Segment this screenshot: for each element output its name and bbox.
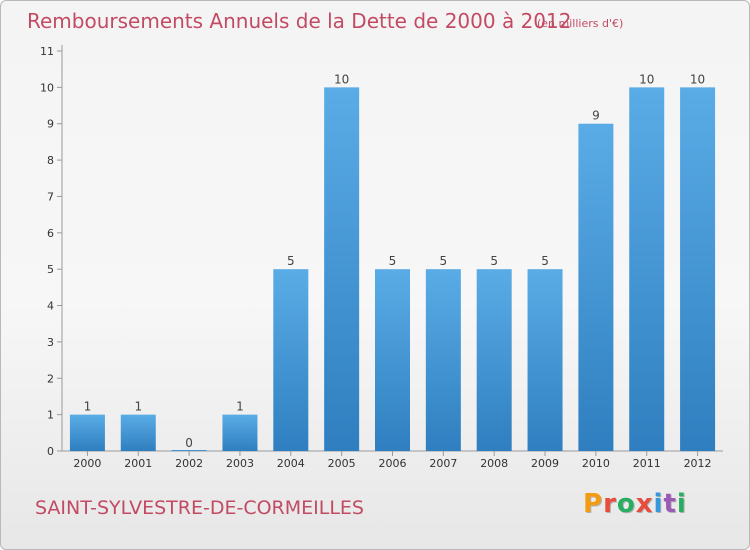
bar xyxy=(578,123,614,452)
y-tick-label: 10 xyxy=(40,81,54,94)
y-tick-label: 7 xyxy=(47,190,54,203)
x-tick-label: 2002 xyxy=(175,457,203,470)
logo-letter: x xyxy=(635,489,654,519)
bar xyxy=(120,414,156,451)
commune-name: SAINT-SYLVESTRE-DE-CORMEILLES xyxy=(35,497,364,519)
data-label: 1 xyxy=(134,400,142,414)
bar xyxy=(425,269,461,451)
data-label: 1 xyxy=(236,400,244,414)
data-label: 0 xyxy=(185,436,193,450)
y-tick-label: 0 xyxy=(47,445,54,458)
data-label: 5 xyxy=(389,254,397,268)
bar xyxy=(527,269,563,451)
x-tick-label: 2012 xyxy=(684,457,712,470)
chart-bars xyxy=(69,87,716,452)
logo-letter: P xyxy=(583,489,604,519)
x-tick-label: 2009 xyxy=(531,457,559,470)
data-label: 5 xyxy=(287,254,295,268)
x-tick-label: 2010 xyxy=(582,457,610,470)
data-label: 10 xyxy=(690,72,705,86)
data-label: 5 xyxy=(440,254,448,268)
bar xyxy=(680,87,716,451)
bar xyxy=(476,269,512,451)
chart-subtitle: (en milliers d'€) xyxy=(537,17,624,30)
bar xyxy=(273,269,309,451)
bar xyxy=(324,87,360,451)
y-tick-label: 4 xyxy=(47,300,54,313)
x-tick-label: 2001 xyxy=(124,457,152,470)
logo-letter: i xyxy=(653,489,664,519)
data-label: 10 xyxy=(334,72,349,86)
x-tick-label: 2006 xyxy=(379,457,407,470)
logo-letter: i xyxy=(676,489,687,519)
bar xyxy=(629,87,665,451)
bar xyxy=(69,414,105,451)
data-label: 5 xyxy=(490,254,498,268)
proxiti-logo[interactable]: Proxiti xyxy=(583,489,687,519)
logo-letter: t xyxy=(663,489,677,519)
y-tick-label: 3 xyxy=(47,336,54,349)
y-tick-label: 5 xyxy=(47,263,54,276)
data-label: 9 xyxy=(592,109,600,123)
bar xyxy=(222,414,258,451)
bar xyxy=(171,450,207,451)
logo-letter: o xyxy=(616,489,636,519)
logo-letter: r xyxy=(603,489,617,519)
y-tick-label: 11 xyxy=(40,45,54,58)
x-tick-label: 2003 xyxy=(226,457,254,470)
x-tick-label: 2000 xyxy=(73,457,101,470)
data-label: 1 xyxy=(84,400,92,414)
x-tick-label: 2005 xyxy=(328,457,356,470)
data-label: 10 xyxy=(639,72,654,86)
bar xyxy=(375,269,410,451)
x-tick-label: 2011 xyxy=(633,457,661,470)
chart-labels: 2000 1 2001 1 2002 0 2003 1 2004 5 2005 10 2006 5 2007… xyxy=(73,72,711,470)
data-label: 5 xyxy=(541,254,549,268)
chart-title: Remboursements Annuels de la Dette de 20… xyxy=(27,9,572,33)
y-tick-label: 6 xyxy=(47,227,54,240)
y-tick-label: 1 xyxy=(47,409,54,422)
y-tick-label: 9 xyxy=(47,118,54,131)
x-tick-label: 2004 xyxy=(277,457,305,470)
x-tick-label: 2007 xyxy=(429,457,457,470)
x-tick-label: 2008 xyxy=(480,457,508,470)
y-tick-label: 8 xyxy=(47,154,54,167)
y-tick-label: 2 xyxy=(47,372,54,385)
